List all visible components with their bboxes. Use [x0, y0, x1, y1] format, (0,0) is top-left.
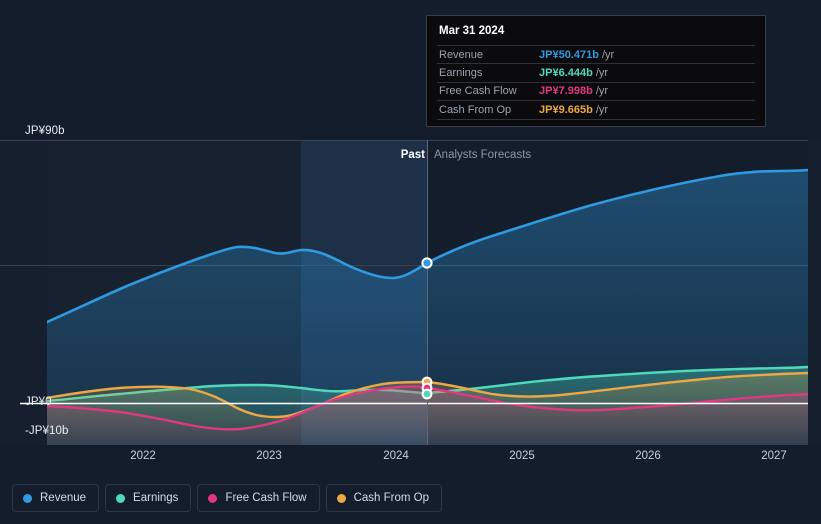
tooltip-row: Revenue JP¥50.471b/yr: [437, 45, 755, 63]
tooltip-row: Earnings JP¥6.444b/yr: [437, 63, 755, 81]
past-period-label: Past: [400, 149, 425, 161]
y-axis-label-zero: JP¥0: [25, 396, 52, 408]
analysts-forecasts-label: Analysts Forecasts: [434, 149, 532, 161]
legend-color-dot: [208, 493, 218, 503]
tooltip-metric-value: JP¥9.665b/yr: [539, 103, 609, 116]
tooltip-metric-unit: /yr: [595, 103, 609, 116]
tooltip-row: Cash From Op JP¥9.665b/yr: [437, 100, 755, 120]
tooltip-rows: Revenue JP¥50.471b/yr Earnings JP¥6.444b/yr…: [437, 45, 755, 120]
tooltip-metric-unit: /yr: [595, 67, 609, 80]
x-tick-2022: 2022: [130, 450, 156, 462]
tooltip-metric-value: JP¥7.998b/yr: [539, 85, 609, 98]
legend-label: Earnings: [133, 492, 179, 504]
tooltip-metric-value: JP¥50.471b/yr: [539, 48, 615, 61]
tooltip-metric-unit: /yr: [601, 48, 615, 61]
y-axis-label-negative: -JP¥10b: [25, 425, 69, 437]
y-axis-label-top: JP¥90b: [25, 125, 65, 137]
legend-label: Revenue: [40, 492, 87, 504]
data-tooltip: Mar 31 2024 Revenue JP¥50.471b/yr Earnings…: [426, 15, 766, 127]
x-tick-2023: 2023: [256, 450, 282, 462]
tooltip-row: Free Cash Flow JP¥7.998b/yr: [437, 81, 755, 100]
legend-item-earnings[interactable]: Earnings: [105, 484, 192, 512]
marker-earnings[interactable]: [421, 388, 433, 400]
tooltip-metric-unit: /yr: [595, 85, 609, 98]
cash-from-op-line: [47, 371, 808, 419]
revenue-line: [47, 168, 808, 324]
legend-item-free-cash-flow[interactable]: Free Cash Flow: [197, 484, 320, 512]
legend-label: Free Cash Flow: [225, 492, 307, 504]
x-tick-2027: 2027: [761, 450, 787, 462]
marker-revenue[interactable]: [421, 257, 433, 269]
x-tick-2026: 2026: [635, 450, 661, 462]
free-cash-flow-line: [47, 385, 808, 431]
legend-color-dot: [336, 493, 346, 503]
tooltip-metric-name: Revenue: [439, 48, 484, 61]
tooltip-date: Mar 31 2024: [439, 25, 505, 37]
tooltip-metric-value: JP¥6.444b/yr: [539, 67, 609, 80]
legend-item-cash-from-op[interactable]: Cash From Op: [325, 484, 443, 512]
x-tick-2024: 2024: [383, 450, 409, 462]
tooltip-metric-name: Earnings: [439, 67, 483, 80]
chart-legend: Revenue Earnings Free Cash Flow Cash From O…: [12, 484, 443, 512]
tooltip-metric-name: Cash From Op: [439, 103, 512, 116]
legend-item-revenue[interactable]: Revenue: [12, 484, 100, 512]
legend-color-dot: [116, 493, 126, 503]
legend-label: Cash From Op: [353, 492, 430, 504]
legend-color-dot: [23, 493, 32, 503]
x-tick-2025: 2025: [509, 450, 535, 462]
tooltip-metric-name: Free Cash Flow: [439, 85, 517, 98]
